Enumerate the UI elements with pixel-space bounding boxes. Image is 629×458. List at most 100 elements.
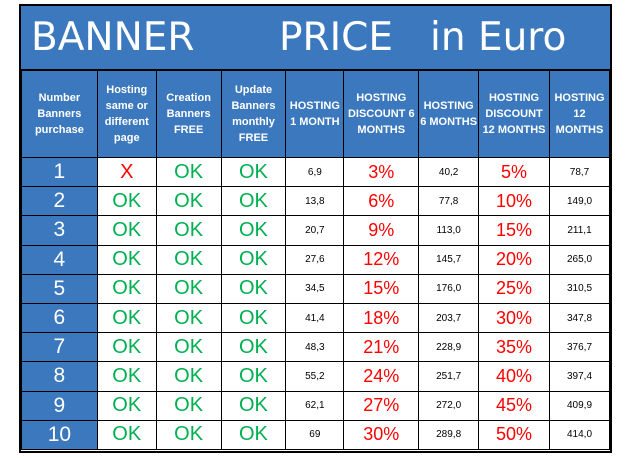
update-cell: OK <box>220 419 287 450</box>
hosting-6-months-cell: 145,7 <box>418 244 480 275</box>
update-cell: OK <box>220 186 287 217</box>
price-table-frame: BANNER PRICE in Euro Number Banners purc… <box>19 4 612 453</box>
creation-cell: OK <box>155 361 222 392</box>
creation-cell: OK <box>155 273 222 304</box>
title-currency: in Euro <box>430 15 567 60</box>
hosting-page-cell: OK <box>96 186 157 217</box>
update-cell: OK <box>220 302 287 334</box>
table-row: 1 X OK OK 6,9 3% 40,2 5% 78,7 <box>21 156 610 188</box>
number-cell: 9 <box>21 390 98 421</box>
number-cell: 2 <box>21 186 98 217</box>
hosting-6-months-cell: 40,2 <box>418 156 480 188</box>
creation-cell: OK <box>155 332 222 363</box>
header-creation: Creation Banners FREE <box>155 70 222 158</box>
update-cell: OK <box>220 332 287 363</box>
creation-cell: OK <box>155 390 222 421</box>
update-cell: OK <box>220 244 287 275</box>
hosting-page-cell: OK <box>96 419 157 450</box>
hosting-page-cell: OK <box>96 302 157 334</box>
hosting-12-months-cell: 409,9 <box>549 390 610 421</box>
table-row: 8 OK OK OK 55,2 24% 251,7 40% 397,4 <box>21 361 610 392</box>
hosting-12-months-cell: 149,0 <box>549 186 610 217</box>
hosting-page-cell: OK <box>96 215 157 246</box>
header-update: Update Banners monthly FREE <box>220 70 287 158</box>
hosting-1-month-cell: 6,9 <box>285 156 345 188</box>
discount-12-months-cell: 45% <box>478 390 550 421</box>
update-cell: OK <box>220 390 287 421</box>
discount-6-months-cell: 24% <box>343 361 420 392</box>
hosting-6-months-cell: 272,0 <box>418 390 480 421</box>
hosting-page-cell: OK <box>96 244 157 275</box>
title-bar: BANNER PRICE in Euro <box>21 6 610 70</box>
update-cell: OK <box>220 273 287 304</box>
number-cell: 4 <box>21 244 98 275</box>
hosting-12-months-cell: 310,5 <box>549 273 610 304</box>
hosting-12-months-cell: 397,4 <box>549 361 610 392</box>
hosting-page-cell: OK <box>96 390 157 421</box>
discount-6-months-cell: 18% <box>343 302 420 334</box>
discount-6-months-cell: 21% <box>343 332 420 363</box>
hosting-page-cell: OK <box>96 273 157 304</box>
hosting-page-cell: OK <box>96 361 157 392</box>
table-body: 1 X OK OK 6,9 3% 40,2 5% 78,7 2 OK OK OK 13,8 6% 77,8 10… <box>21 156 610 450</box>
discount-12-months-cell: 25% <box>478 273 550 304</box>
discount-6-months-cell: 3% <box>343 156 420 188</box>
creation-cell: OK <box>155 419 222 450</box>
hosting-1-month-cell: 20,7 <box>285 215 345 246</box>
discount-12-months-cell: 30% <box>478 302 550 334</box>
table-row: 7 OK OK OK 48,3 21% 228,9 35% 376,7 <box>21 332 610 363</box>
hosting-6-months-cell: 228,9 <box>418 332 480 363</box>
hosting-6-months-cell: 289,8 <box>418 419 480 450</box>
update-cell: OK <box>220 156 287 188</box>
discount-12-months-cell: 5% <box>478 156 550 188</box>
table-row: 4 OK OK OK 27,6 12% 145,7 20% 265,0 <box>21 244 610 275</box>
number-cell: 7 <box>21 332 98 363</box>
discount-6-months-cell: 12% <box>343 244 420 275</box>
hosting-1-month-cell: 41,4 <box>285 302 345 334</box>
discount-6-months-cell: 27% <box>343 390 420 421</box>
creation-cell: OK <box>155 156 222 188</box>
discount-12-months-cell: 35% <box>478 332 550 363</box>
creation-cell: OK <box>155 244 222 275</box>
header-hosting-12-months: HOSTING 12 MONTHS <box>549 70 610 158</box>
header-discount-12-months: HOSTING DISCOUNT 12 MONTHS <box>478 70 550 158</box>
creation-cell: OK <box>155 186 222 217</box>
title-banner: BANNER <box>31 15 195 60</box>
discount-12-months-cell: 40% <box>478 361 550 392</box>
header-hosting-6-months: HOSTING 6 MONTHS <box>418 70 480 158</box>
number-cell: 1 <box>21 156 98 188</box>
hosting-page-cell: OK <box>96 332 157 363</box>
table-row: 2 OK OK OK 13,8 6% 77,8 10% 149,0 <box>21 186 610 217</box>
hosting-12-months-cell: 414,0 <box>549 419 610 450</box>
header-discount-6-months: HOSTING DISCOUNT 6 MONTHS <box>343 70 420 158</box>
hosting-6-months-cell: 176,0 <box>418 273 480 304</box>
hosting-12-months-cell: 211,1 <box>549 215 610 246</box>
hosting-1-month-cell: 27,6 <box>285 244 345 275</box>
hosting-1-month-cell: 34,5 <box>285 273 345 304</box>
title-price: PRICE <box>279 15 393 60</box>
hosting-1-month-cell: 62,1 <box>285 390 345 421</box>
header-number-banners: Number Banners purchase <box>21 70 98 158</box>
discount-6-months-cell: 30% <box>343 419 420 450</box>
hosting-page-cell: X <box>96 156 157 188</box>
discount-12-months-cell: 15% <box>478 215 550 246</box>
discount-6-months-cell: 15% <box>343 273 420 304</box>
table-header-row: Number Banners purchase Hosting same or … <box>21 70 610 158</box>
number-cell: 3 <box>21 215 98 246</box>
hosting-1-month-cell: 13,8 <box>285 186 345 217</box>
table-row: 5 OK OK OK 34,5 15% 176,0 25% 310,5 <box>21 273 610 304</box>
hosting-12-months-cell: 376,7 <box>549 332 610 363</box>
number-cell: 8 <box>21 361 98 392</box>
update-cell: OK <box>220 215 287 246</box>
discount-12-months-cell: 20% <box>478 244 550 275</box>
hosting-6-months-cell: 203,7 <box>418 302 480 334</box>
table-row: 6 OK OK OK 41,4 18% 203,7 30% 347,8 <box>21 302 610 334</box>
table-row: 9 OK OK OK 62,1 27% 272,0 45% 409,9 <box>21 390 610 421</box>
hosting-6-months-cell: 113,0 <box>418 215 480 246</box>
hosting-12-months-cell: 78,7 <box>549 156 610 188</box>
update-cell: OK <box>220 361 287 392</box>
hosting-1-month-cell: 55,2 <box>285 361 345 392</box>
header-hosting-1-month: HOSTING 1 MONTH <box>285 70 345 158</box>
creation-cell: OK <box>155 302 222 334</box>
hosting-12-months-cell: 265,0 <box>549 244 610 275</box>
